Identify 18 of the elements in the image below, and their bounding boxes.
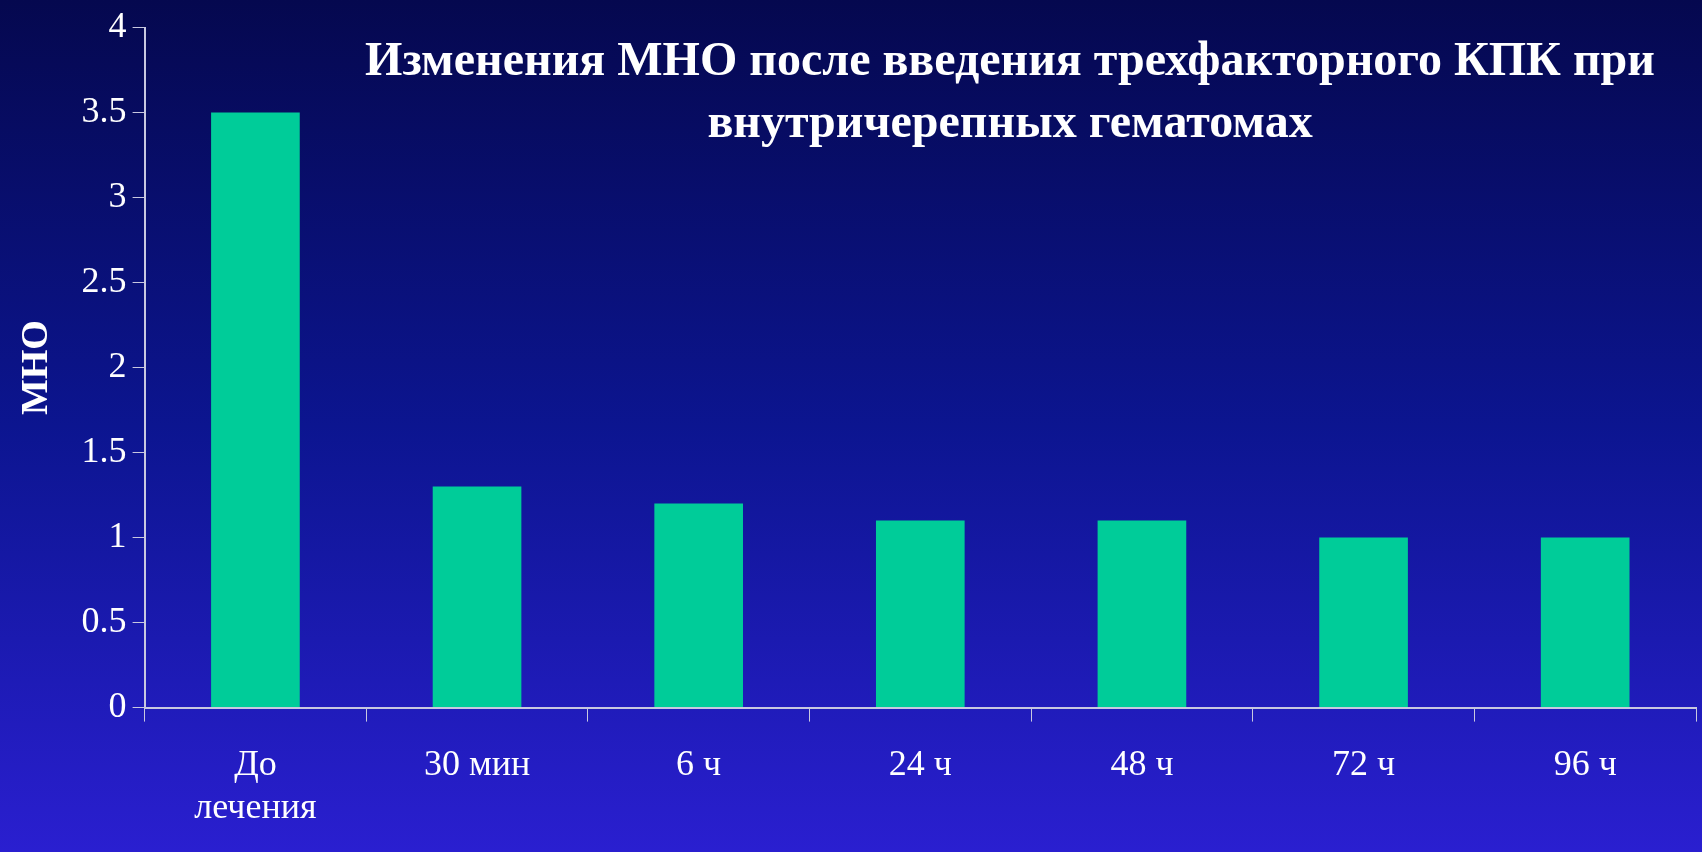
y-tick-label: 0.5 <box>81 600 127 641</box>
x-tick-label: 48 ч <box>1110 742 1174 783</box>
x-tick-label: 96 ч <box>1553 742 1617 783</box>
text: Изменения МНО после введения трехфакторного КПК при внутричерепных гематомах <box>364 31 1656 149</box>
x-tick-label: До лечения <box>194 742 317 826</box>
y-tick-label: 3 <box>108 175 127 216</box>
y-tick-label: 3.5 <box>81 90 127 131</box>
x-tick-label: 6 ч <box>676 742 722 783</box>
y-tick-label: 2.5 <box>81 260 127 301</box>
y-axis-title: МНО <box>12 320 55 416</box>
y-tick-label: 1.5 <box>81 430 127 471</box>
y-tick-label: 4 <box>108 5 127 46</box>
x-tick-label: 30 мин <box>423 742 531 783</box>
x-tick-label: 72 ч <box>1332 742 1396 783</box>
x-tick-label: 24 ч <box>888 742 952 783</box>
y-tick-label: 0 <box>108 685 127 726</box>
y-tick-label: 2 <box>108 345 127 386</box>
y-tick-label: 1 <box>108 515 127 556</box>
